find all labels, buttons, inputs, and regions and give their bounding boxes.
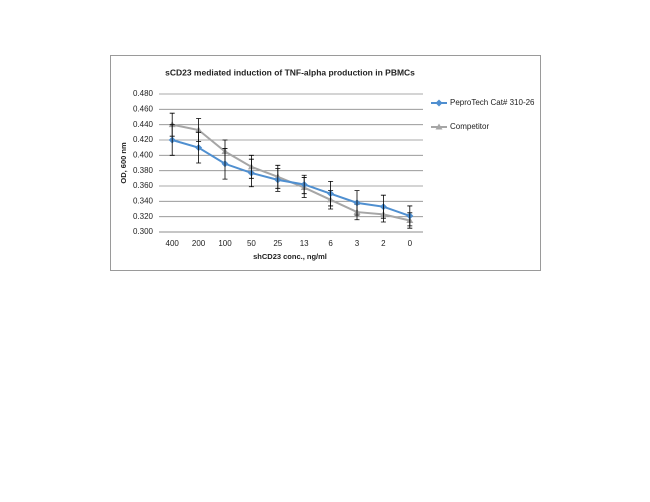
y-tick-label: 0.380: [133, 166, 154, 175]
y-axis-label: OD, 600 nm: [119, 142, 128, 184]
x-tick-label: 0: [408, 239, 413, 248]
y-tick-label: 0.320: [133, 212, 154, 221]
error-bar: [301, 174, 307, 195]
y-tick-label: 0.420: [133, 135, 154, 144]
y-tick-label: 0.360: [133, 181, 154, 190]
error-bar: [222, 148, 228, 180]
x-tick-label: 100: [218, 239, 232, 248]
marker: [435, 123, 443, 130]
error-bar: [407, 205, 413, 227]
error-bar: [169, 124, 175, 156]
error-bar: [248, 158, 254, 188]
error-bar: [328, 181, 334, 207]
x-tick-label: 50: [247, 239, 256, 248]
error-bar: [354, 190, 360, 216]
x-axis-label: shCD23 conc., ng/ml: [253, 252, 327, 261]
chart-frame: [110, 55, 541, 271]
x-tick-label: 3: [355, 239, 360, 248]
x-tick-label: 13: [300, 239, 309, 248]
x-tick-label: 200: [192, 239, 206, 248]
error-bar: [275, 167, 281, 192]
error-bar: [380, 194, 386, 219]
legend-label: Competitor: [450, 122, 489, 131]
y-tick-label: 0.480: [133, 89, 154, 98]
series-line: [171, 139, 411, 217]
y-tick-label: 0.440: [133, 120, 154, 129]
y-tick-label: 0.300: [133, 227, 154, 236]
marker: [435, 99, 443, 107]
x-tick-label: 6: [328, 239, 333, 248]
x-tick-label: 2: [381, 239, 386, 248]
y-tick-label: 0.340: [133, 196, 154, 205]
legend-label: PeproTech Cat# 310-26: [450, 98, 535, 107]
chart-title: sCD23 mediated induction of TNF-alpha pr…: [165, 67, 415, 77]
x-tick-label: 25: [273, 239, 282, 248]
y-tick-label: 0.460: [133, 104, 154, 113]
error-bar: [196, 131, 202, 164]
y-tick-label: 0.400: [133, 150, 154, 159]
x-tick-label: 400: [166, 239, 180, 248]
